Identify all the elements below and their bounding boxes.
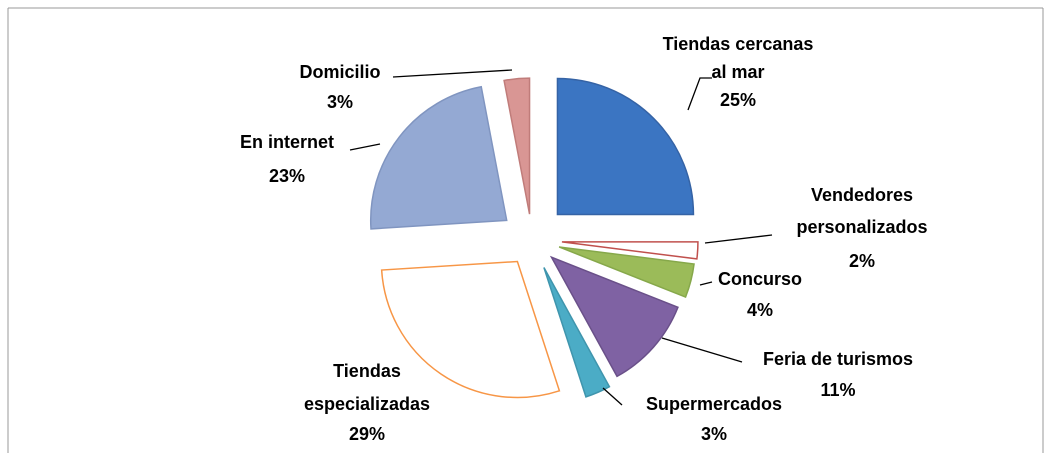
leader-line <box>661 337 743 363</box>
leader-line <box>392 69 513 78</box>
pie-slice <box>561 241 699 260</box>
slice-label: Domicilio <box>299 62 380 82</box>
slice-label: Feria de turismos <box>763 349 913 369</box>
value-label: 3% <box>327 92 353 112</box>
pie-slice <box>369 85 508 230</box>
value-label: 11% <box>820 380 855 400</box>
pie-slice <box>380 260 561 399</box>
pie-slice <box>503 77 531 215</box>
value-label: 25% <box>720 90 756 110</box>
pie-slice <box>543 267 611 398</box>
leader-line <box>704 234 773 244</box>
pie-slice <box>558 246 695 299</box>
slice-label: Tiendas cercanas <box>663 34 814 54</box>
slice-label: al mar <box>711 62 764 82</box>
value-label: 2% <box>849 251 875 271</box>
slice-label: En internet <box>240 132 334 152</box>
value-label: 23% <box>269 166 305 186</box>
pie-slice <box>549 255 679 378</box>
slice-label: Supermercados <box>646 394 782 414</box>
leader-line <box>602 387 623 406</box>
slice-label: Concurso <box>718 269 802 289</box>
slice-label: Vendedores <box>811 185 913 205</box>
slice-label: Tiendas <box>333 361 401 381</box>
slice-label: personalizados <box>796 217 927 237</box>
value-label: 3% <box>701 424 727 444</box>
leader-line <box>699 281 713 286</box>
slice-label: especializadas <box>304 394 430 414</box>
leader-line <box>349 143 381 151</box>
value-label: 29% <box>349 424 385 444</box>
value-label: 4% <box>747 300 773 320</box>
leader-line <box>687 77 712 111</box>
pie-slice <box>556 77 695 216</box>
